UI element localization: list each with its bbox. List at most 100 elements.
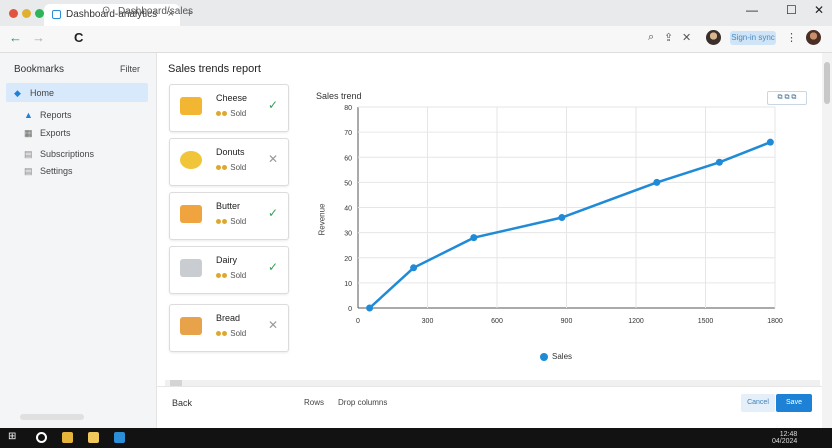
vertical-scrollbar-thumb[interactable]	[824, 62, 830, 104]
x-tick-label: 600	[491, 318, 503, 325]
chart-data-point[interactable]	[715, 158, 723, 166]
avatar[interactable]	[706, 30, 721, 45]
address-bar: ← → C ⌕ ⇪ ✕ ⋮	[0, 26, 832, 53]
tab-title: Dashboard-analytics	[66, 9, 158, 20]
traffic-light-red-icon[interactable]	[9, 9, 18, 18]
x-tick-label: 0	[356, 318, 360, 325]
close-icon[interactable]: ✕	[267, 152, 278, 166]
search-icon[interactable]: ⌕	[648, 31, 655, 43]
product-card[interactable]: Cheese Sold ✓	[169, 84, 289, 132]
chart-view-toggle[interactable]: ⧉ ⧉ ⧉	[767, 91, 807, 105]
horizontal-scrollbar-thumb[interactable]	[170, 380, 182, 386]
site-info-icon[interactable]: ⊙	[102, 5, 111, 16]
product-card[interactable]: Butter Sold ✓	[169, 192, 289, 240]
check-icon[interactable]: ✓	[267, 98, 278, 112]
vertical-scrollbar[interactable]	[822, 53, 832, 428]
system-clock[interactable]: 12:48 04/2024	[772, 431, 797, 445]
y-tick-label: 0	[348, 306, 352, 313]
card-subtitle: Sold	[216, 217, 246, 226]
card-title: Bread	[216, 313, 241, 323]
x-tick-label: 1800	[767, 318, 783, 325]
card-subtitle: Sold	[216, 163, 246, 172]
x-tick-label: 300	[422, 318, 434, 325]
chart-data-point[interactable]	[470, 234, 478, 242]
tab-close-icon[interactable]: ×	[167, 8, 174, 20]
sidebar-item-subscriptions[interactable]: Subscriptions	[40, 149, 95, 159]
y-tick-label: 10	[344, 281, 352, 288]
horizontal-scrollbar[interactable]	[165, 380, 820, 386]
chart-data-point[interactable]	[653, 178, 661, 186]
sidebar-item-reports[interactable]: Reports	[40, 110, 72, 120]
traffic-light-green-icon[interactable]	[35, 9, 44, 18]
new-tab-button[interactable]: +	[186, 6, 194, 20]
store-app-icon[interactable]	[114, 432, 125, 443]
rows-label: Rows	[304, 398, 325, 407]
list-icon: ▤	[24, 149, 33, 159]
start-menu-icon[interactable]: ⊞	[8, 431, 17, 442]
sidebar-filter-button[interactable]: Filter	[120, 64, 140, 74]
product-image	[180, 151, 202, 169]
sidebar-scrollbar[interactable]	[20, 414, 84, 420]
chart-data-point[interactable]	[410, 264, 418, 272]
address-close-icon[interactable]: ✕	[682, 32, 692, 44]
browser-tab[interactable]: Dashboard-analytics ×	[44, 4, 180, 26]
chart-data-point[interactable]	[558, 214, 566, 222]
card-title: Butter	[216, 201, 241, 211]
search-icon[interactable]	[36, 432, 47, 443]
back-link[interactable]: Back	[172, 398, 193, 408]
product-image	[180, 205, 202, 223]
page-title: Sales trends report	[168, 63, 261, 75]
legend-label: Sales	[552, 352, 573, 361]
window-close-icon[interactable]: ✕	[814, 3, 825, 17]
back-icon[interactable]: ←	[9, 30, 22, 45]
product-card[interactable]: Donuts Sold ✕	[169, 138, 289, 186]
share-icon[interactable]: ⇪	[664, 32, 674, 44]
card-title: Cheese	[216, 93, 248, 103]
drop-columns-link[interactable]: Drop columns	[338, 398, 388, 407]
url-field[interactable]: Dashboard/sales	[118, 6, 194, 17]
maximize-icon[interactable]: ☐	[786, 3, 797, 17]
bottom-toolbar	[157, 386, 822, 421]
product-card[interactable]: Dairy Sold ✓	[169, 246, 289, 294]
card-subtitle: Sold	[216, 109, 246, 118]
file-explorer-icon[interactable]	[62, 432, 73, 443]
chart-data-point[interactable]	[766, 138, 774, 146]
check-icon[interactable]: ✓	[267, 260, 278, 274]
user-icon: ▲	[24, 110, 33, 120]
chart-data-point[interactable]	[366, 304, 374, 312]
y-tick-label: 60	[344, 155, 352, 162]
tab-favicon-icon	[52, 10, 61, 19]
profile-sync-button[interactable]: Sign-in sync	[730, 31, 776, 45]
x-tick-label: 1500	[698, 318, 714, 325]
card-subtitle: Sold	[216, 271, 246, 280]
close-icon[interactable]: ✕	[267, 318, 278, 332]
taskbar	[0, 428, 832, 448]
sidebar-item-home[interactable]	[6, 83, 148, 102]
forward-icon[interactable]: →	[32, 30, 45, 45]
sidebar-item-settings[interactable]: Settings	[40, 166, 73, 176]
sidebar	[0, 53, 157, 428]
sidebar-title: Bookmarks	[14, 64, 65, 75]
line-chart: 0 10 20 30 40 50 60 70 80 0 300 600 900 1200 1500 1800	[344, 105, 783, 325]
card-title: Dairy	[216, 255, 238, 265]
x-tick-label: 900	[561, 318, 573, 325]
card-subtitle: Sold	[216, 329, 246, 338]
reload-icon[interactable]: C	[74, 30, 84, 45]
product-image	[180, 259, 202, 277]
x-tick-label: 1200	[628, 318, 644, 325]
cancel-button[interactable]: Cancel	[741, 394, 775, 412]
browser-app-icon[interactable]	[88, 432, 99, 443]
check-icon[interactable]: ✓	[267, 206, 278, 220]
y-tick-label: 20	[344, 256, 352, 263]
more-icon[interactable]: ⋮	[786, 32, 797, 44]
product-card[interactable]: Bread Sold ✕	[169, 304, 289, 352]
save-button[interactable]: Save	[776, 394, 812, 412]
account-avatar[interactable]	[806, 30, 821, 45]
legend-swatch	[540, 352, 548, 361]
home-icon: ◆	[14, 88, 21, 98]
traffic-light-yellow-icon[interactable]	[22, 9, 31, 18]
minimize-icon[interactable]: —	[746, 3, 758, 17]
y-tick-label: 40	[344, 206, 352, 213]
sidebar-item-exports[interactable]: Exports	[40, 128, 71, 138]
y-tick-label: 30	[344, 231, 352, 238]
